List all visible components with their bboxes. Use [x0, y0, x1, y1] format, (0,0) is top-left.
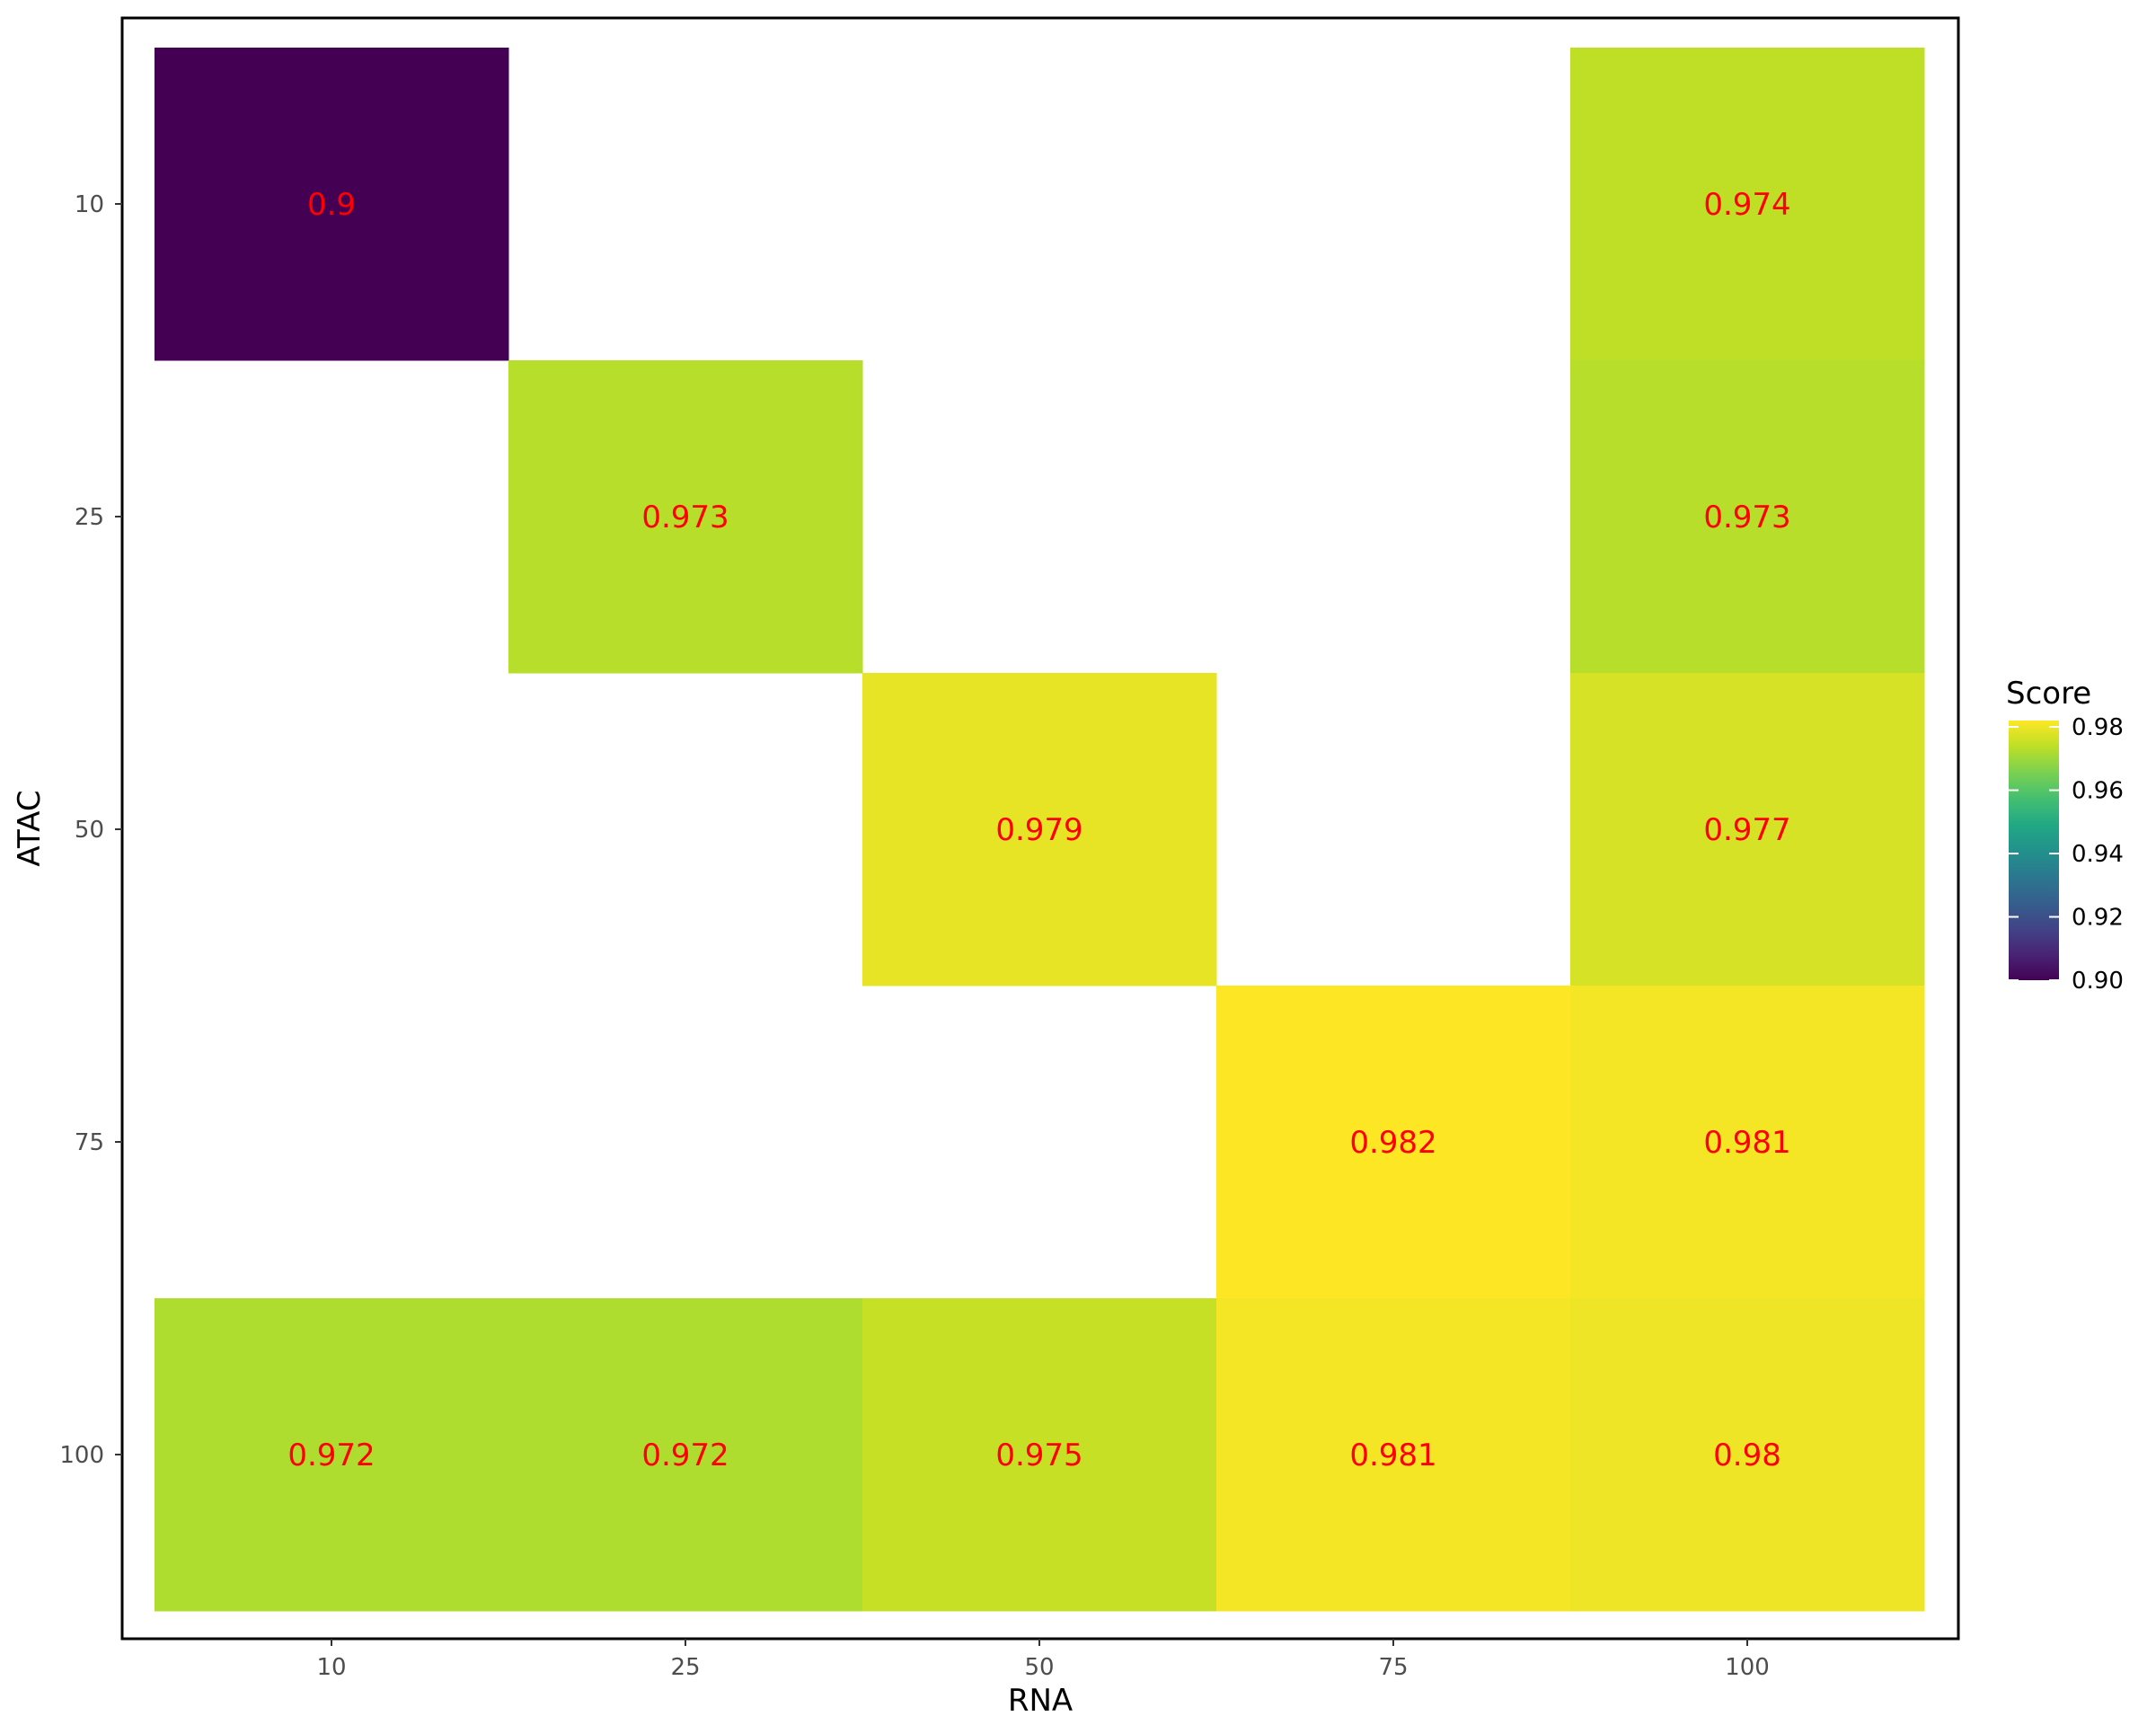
- y-tick-label-100: 100: [59, 1442, 104, 1469]
- heatmap-cell-rna-50-atac-50: [862, 673, 1217, 986]
- x-tick-label-25: 25: [670, 1654, 700, 1681]
- legend-title: Score: [2006, 676, 2091, 712]
- cell-value-label-rna-100-atac-10: 0.974: [1703, 187, 1790, 223]
- legend-tick-label: 0.92: [2072, 905, 2124, 932]
- x-tick-label-75: 75: [1378, 1654, 1408, 1681]
- color-legend: Score 0.90 0.92 0.94 0.96 0.98: [2006, 676, 2124, 995]
- cell-value-label-rna-10-atac-10: 0.9: [307, 187, 356, 223]
- heatmap-cell-rna-100-atac-75: [1570, 986, 1925, 1299]
- legend-tick-label: 0.90: [2072, 968, 2124, 995]
- cell-value-label-rna-50-atac-100: 0.975: [995, 1438, 1082, 1473]
- heatmap-cell-rna-10-atac-10: [155, 48, 509, 361]
- cell-value-label-rna-100-atac-50: 0.977: [1703, 812, 1790, 848]
- cell-value-label-rna-75-atac-75: 0.982: [1349, 1125, 1436, 1161]
- y-tick-label-25: 25: [75, 504, 104, 531]
- y-tick-label-75: 75: [75, 1129, 104, 1156]
- y-tick-label-10: 10: [75, 191, 104, 218]
- cell-value-label-rna-100-atac-25: 0.973: [1703, 500, 1790, 535]
- legend-tick-label: 0.94: [2072, 841, 2124, 868]
- legend-ticks: 0.90 0.92 0.94 0.96 0.98: [2009, 714, 2124, 995]
- x-axis-ticks: 10 25 50 75 100: [316, 1639, 1770, 1681]
- x-tick-label-50: 50: [1024, 1654, 1054, 1681]
- cell-value-label-rna-10-atac-100: 0.972: [287, 1438, 375, 1473]
- y-tick-label-50: 50: [75, 817, 104, 844]
- legend-tick-label: 0.98: [2072, 714, 2124, 741]
- cell-value-label-rna-75-atac-100: 0.981: [1349, 1438, 1436, 1473]
- heatmap-cell-rna-100-atac-25: [1570, 360, 1925, 674]
- heatmap-cell-rna-75-atac-100: [1216, 1298, 1571, 1612]
- cell-value-label-rna-25-atac-25: 0.973: [641, 500, 729, 535]
- legend-colorbar: [2009, 721, 2059, 980]
- legend-tick-label: 0.96: [2072, 778, 2124, 805]
- x-tick-label-10: 10: [316, 1654, 346, 1681]
- heatmap-cell-rna-25-atac-25: [508, 360, 863, 674]
- x-axis-title: RNA: [1008, 1683, 1073, 1719]
- y-axis-title: ATAC: [12, 790, 48, 866]
- heatmap-cell-rna-50-atac-100: [862, 1298, 1217, 1612]
- heatmap-cell-rna-100-atac-100: [1570, 1298, 1925, 1612]
- heatmap-cell-rna-10-atac-100: [155, 1298, 509, 1612]
- heatmap-cell-rna-25-atac-100: [508, 1298, 863, 1612]
- cell-value-label-rna-50-atac-50: 0.979: [995, 812, 1082, 848]
- cell-value-label-rna-100-atac-100: 0.98: [1713, 1438, 1781, 1473]
- cell-value-labels: 0.9 0.974 0.973 0.973 0.979 0.977 0.982 0.981 0.…: [287, 187, 1790, 1473]
- x-tick-label-100: 100: [1725, 1654, 1770, 1681]
- y-axis-ticks: 10 25 50 75 100: [59, 191, 122, 1469]
- heatmap-cell-rna-75-atac-75: [1216, 986, 1571, 1299]
- heatmap-cell-rna-100-atac-50: [1570, 673, 1925, 986]
- heatmap-cells: [155, 48, 1925, 1612]
- cell-value-label-rna-100-atac-75: 0.981: [1703, 1125, 1790, 1161]
- heatmap-cell-rna-100-atac-10: [1570, 48, 1925, 361]
- cell-value-label-rna-25-atac-100: 0.972: [641, 1438, 729, 1473]
